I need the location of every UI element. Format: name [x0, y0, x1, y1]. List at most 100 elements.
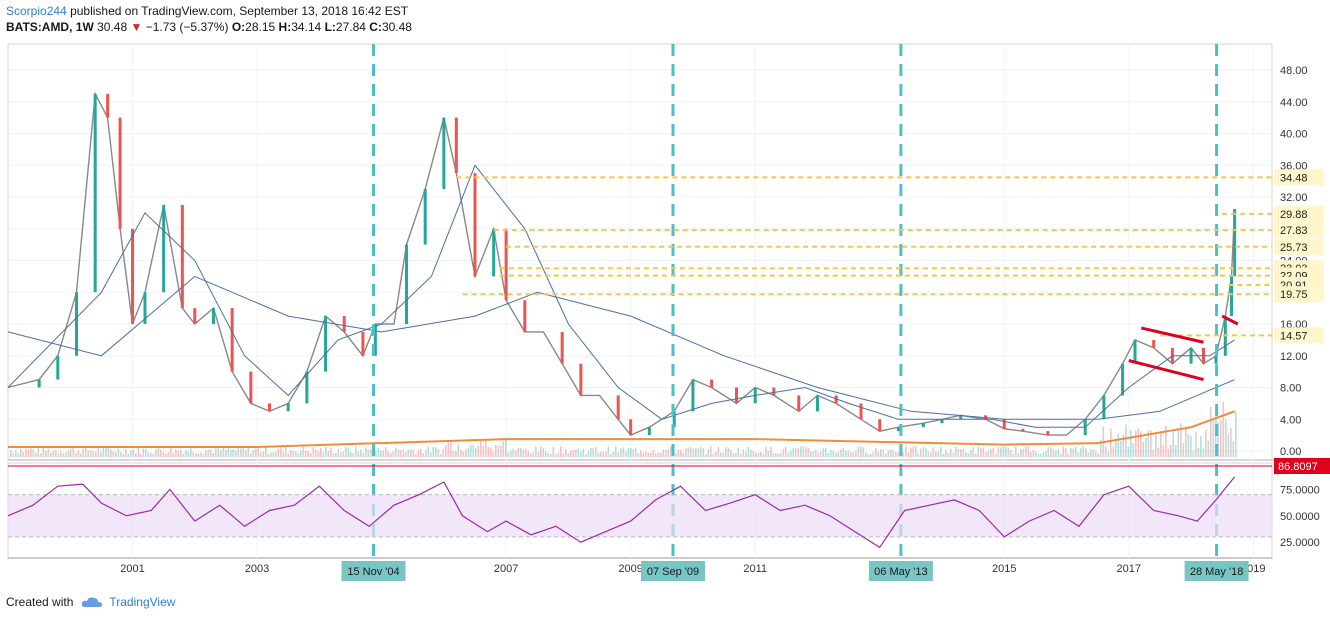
volume-bar	[142, 448, 145, 457]
volume-bar	[772, 452, 775, 457]
volume-bar	[587, 451, 590, 457]
volume-bar	[887, 450, 890, 457]
volume-bar	[140, 453, 142, 457]
volume-bar	[1220, 420, 1222, 457]
volume-bar	[632, 449, 635, 457]
volume-bar	[842, 447, 845, 457]
volume-bar	[580, 451, 582, 457]
volume-bar	[1047, 446, 1050, 457]
volume-bar	[250, 453, 252, 457]
volume-bar	[997, 447, 1000, 457]
volume-bar	[750, 449, 752, 457]
high-value: 34.14	[291, 20, 322, 34]
volume-bar	[127, 453, 130, 457]
volume-bar	[682, 453, 685, 457]
volume-bar	[812, 451, 815, 457]
volume-bar	[972, 446, 975, 457]
rsi-axis-tick-label: 25.0000	[1280, 537, 1320, 549]
volume-bar	[390, 453, 392, 457]
volume-bar	[42, 446, 45, 457]
volume-bar	[167, 452, 170, 457]
volume-bar	[922, 446, 925, 457]
volume-bar	[1045, 451, 1047, 457]
volume-bar	[635, 447, 637, 457]
volume-bar	[312, 447, 315, 457]
channel-trend-line	[1140, 326, 1204, 344]
volume-bar	[1215, 415, 1217, 457]
volume-bar	[802, 446, 805, 457]
volume-bar	[147, 452, 150, 457]
volume-bar	[22, 451, 25, 457]
volume-bar	[555, 453, 557, 457]
volume-bar	[1110, 428, 1112, 457]
volume-bar	[322, 452, 325, 457]
volume-bar	[905, 446, 907, 457]
volume-bar	[110, 449, 112, 457]
tradingview-link[interactable]: TradingView	[109, 595, 176, 609]
volume-bar	[552, 447, 555, 457]
volume-bar	[512, 448, 515, 457]
price-level-tag: 29.88	[1280, 209, 1308, 221]
volume-bar	[622, 447, 625, 457]
volume-bar	[152, 453, 155, 457]
volume-bar	[1145, 437, 1147, 457]
volume-bar	[222, 446, 225, 457]
volume-bar	[220, 450, 222, 457]
volume-bar	[402, 450, 405, 457]
volume-bar	[355, 446, 357, 457]
volume-bar	[40, 453, 42, 457]
volume-bar	[1030, 452, 1032, 457]
rsi-axis-tick-label: 75.0000	[1280, 484, 1320, 496]
volume-bar	[1052, 449, 1055, 457]
volume-bar	[1060, 453, 1062, 457]
volume-bar	[787, 452, 790, 457]
down-arrow-icon: ▼	[130, 20, 143, 34]
volume-bar	[157, 447, 160, 457]
volume-bar	[345, 446, 347, 457]
volume-bar	[305, 450, 307, 457]
volume-bar	[957, 448, 960, 457]
volume-bar	[1007, 447, 1010, 457]
volume-bar	[425, 450, 427, 457]
moving-average-line	[7, 275, 1235, 420]
volume-bar	[690, 447, 692, 457]
volume-bar	[1182, 443, 1185, 457]
close-label: C:	[369, 20, 382, 34]
volume-bar	[380, 450, 382, 457]
volume-bar	[920, 448, 922, 457]
volume-bar	[185, 450, 187, 457]
volume-bar	[1150, 430, 1152, 457]
volume-bar	[917, 453, 920, 457]
volume-bar	[487, 447, 490, 457]
volume-bar	[1115, 441, 1117, 457]
volume-bar	[482, 445, 485, 457]
volume-bar	[375, 450, 377, 457]
volume-bar	[485, 440, 487, 457]
cycle-marker-label-bg	[868, 561, 933, 581]
volume-bar	[570, 450, 572, 457]
volume-bar	[282, 451, 285, 457]
volume-bar	[1117, 433, 1120, 457]
author-link[interactable]: Scorpio244	[6, 4, 67, 18]
volume-bar	[382, 450, 385, 457]
volume-bar	[1125, 424, 1127, 457]
volume-bar	[392, 451, 395, 457]
symbol-label: BATS:AMD, 1W	[6, 20, 94, 34]
volume-bar	[475, 447, 477, 457]
volume-bar	[730, 449, 732, 457]
volume-bar	[910, 448, 912, 457]
volume-bar	[885, 453, 887, 457]
volume-bar	[945, 449, 947, 457]
volume-bar	[340, 451, 342, 457]
volume-bar	[742, 449, 745, 457]
volume-bar	[195, 453, 197, 457]
volume-bar	[245, 449, 247, 457]
volume-bar	[1097, 453, 1100, 457]
volume-bar	[995, 453, 997, 457]
volume-bar	[240, 448, 242, 457]
volume-bar	[227, 447, 230, 457]
volume-bar	[932, 447, 935, 457]
volume-bar	[940, 446, 942, 457]
volume-bar	[822, 448, 825, 457]
